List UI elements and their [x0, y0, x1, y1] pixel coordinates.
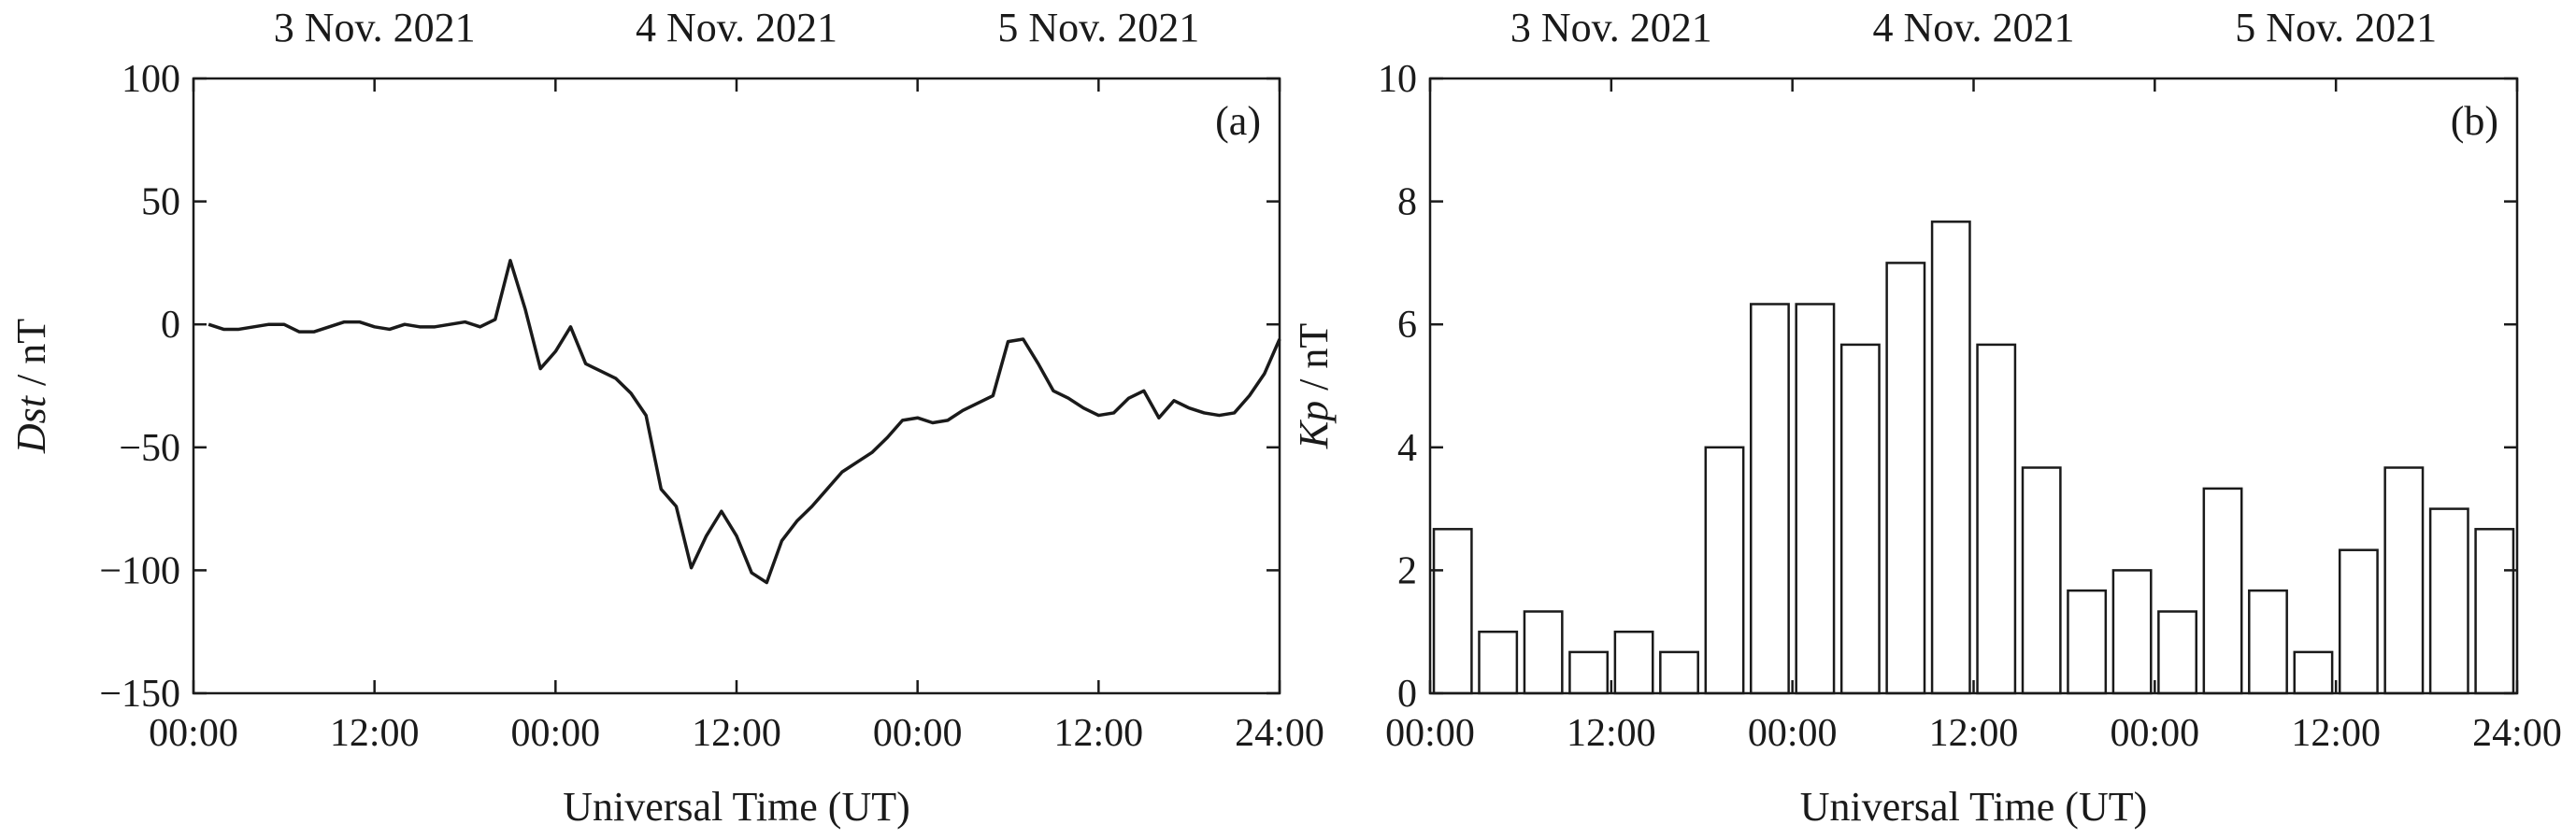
kp-bar-7 — [1706, 448, 1743, 693]
kp-bar-23 — [2430, 509, 2468, 693]
kp-bar-1 — [1434, 529, 1471, 693]
dst-ytick-label: −50 — [119, 427, 180, 470]
kp-xtick-label: 00:00 — [1748, 712, 1838, 755]
kp-xtick-label: 00:00 — [2110, 712, 2199, 755]
dst-ytick-label: 0 — [161, 304, 180, 347]
kp-ytick-label: 4 — [1397, 427, 1417, 470]
kp-ytick-label: 10 — [1378, 58, 1417, 101]
dst-ytick-label: −100 — [99, 549, 180, 592]
kp-bar-24 — [2476, 529, 2513, 693]
kp-bar-12 — [1932, 221, 1969, 693]
dst-date-label-3: 5 Nov. 2021 — [997, 5, 1199, 50]
kp-bar-3 — [1524, 611, 1562, 693]
kp-bar-11 — [1887, 263, 1925, 693]
kp-bar-14 — [2023, 468, 2060, 693]
kp-bar-5 — [1615, 632, 1653, 693]
kp-ytick-label: 8 — [1397, 181, 1417, 224]
dst-x-axis-title: Universal Time (UT) — [563, 784, 910, 830]
dst-ytick-label: 100 — [122, 58, 180, 101]
kp-bar-2 — [1480, 632, 1517, 693]
kp-bar-19 — [2249, 590, 2286, 693]
kp-bar-21 — [2340, 550, 2377, 693]
kp-xtick-label: 12:00 — [2291, 712, 2381, 755]
dst-y-axis-title: Dst / nT — [8, 319, 54, 454]
kp-xtick-label: 12:00 — [1929, 712, 2019, 755]
kp-bar-9 — [1796, 304, 1834, 693]
kp-bar-8 — [1751, 304, 1788, 693]
dst-xtick-label: 24:00 — [1235, 712, 1324, 755]
kp-bar-4 — [1569, 652, 1607, 693]
kp-x-axis-title: Universal Time (UT) — [1800, 784, 2148, 830]
dst-panel-label: (a) — [1215, 98, 1261, 144]
kp-xtick-label: 00:00 — [1385, 712, 1475, 755]
kp-bar-22 — [2385, 468, 2423, 693]
kp-y-axis-variable: Kp — [1291, 401, 1337, 449]
kp-ytick-label: 2 — [1397, 549, 1417, 592]
dst-xtick-label: 00:00 — [149, 712, 238, 755]
dst-date-label-1: 3 Nov. 2021 — [274, 5, 476, 50]
kp-bar-10 — [1841, 345, 1879, 693]
kp-bar-17 — [2158, 611, 2196, 693]
dst-y-axis-variable: Dst — [8, 394, 54, 454]
dst-xtick-label: 00:00 — [510, 712, 600, 755]
kp-ytick-label: 0 — [1397, 673, 1417, 716]
dst-ytick-label: 50 — [141, 181, 180, 224]
dst-series-line — [208, 261, 1280, 583]
dst-ytick-label: −150 — [99, 673, 180, 716]
dst-xtick-label: 12:00 — [1053, 712, 1143, 755]
kp-y-axis-unit: / nT — [1291, 323, 1337, 401]
kp-panel-label: (b) — [2451, 98, 2498, 144]
kp-bar-20 — [2295, 652, 2332, 693]
dst-xtick-label: 12:00 — [330, 712, 420, 755]
kp-date-label-2: 4 Nov. 2021 — [1873, 5, 2075, 50]
dst-y-axis-unit: / nT — [8, 319, 54, 396]
dst-xtick-label: 12:00 — [692, 712, 781, 755]
dst-plot-frame — [193, 78, 1280, 693]
kp-xtick-label: 12:00 — [1567, 712, 1656, 755]
kp-xtick-label: 24:00 — [2472, 712, 2562, 755]
kp-ytick-label: 6 — [1397, 304, 1417, 347]
kp-y-axis-title: Kp / nT — [1291, 323, 1337, 450]
kp-bar-13 — [1978, 345, 2015, 693]
kp-date-label-1: 3 Nov. 2021 — [1510, 5, 1712, 50]
kp-date-label-3: 5 Nov. 2021 — [2235, 5, 2437, 50]
kp-bar-15 — [2068, 590, 2105, 693]
kp-bar-18 — [2204, 489, 2241, 693]
dst-date-label-2: 4 Nov. 2021 — [636, 5, 837, 50]
kp-bar-6 — [1660, 652, 1697, 693]
kp-bar-16 — [2113, 570, 2151, 693]
dst-xtick-label: 00:00 — [873, 712, 963, 755]
